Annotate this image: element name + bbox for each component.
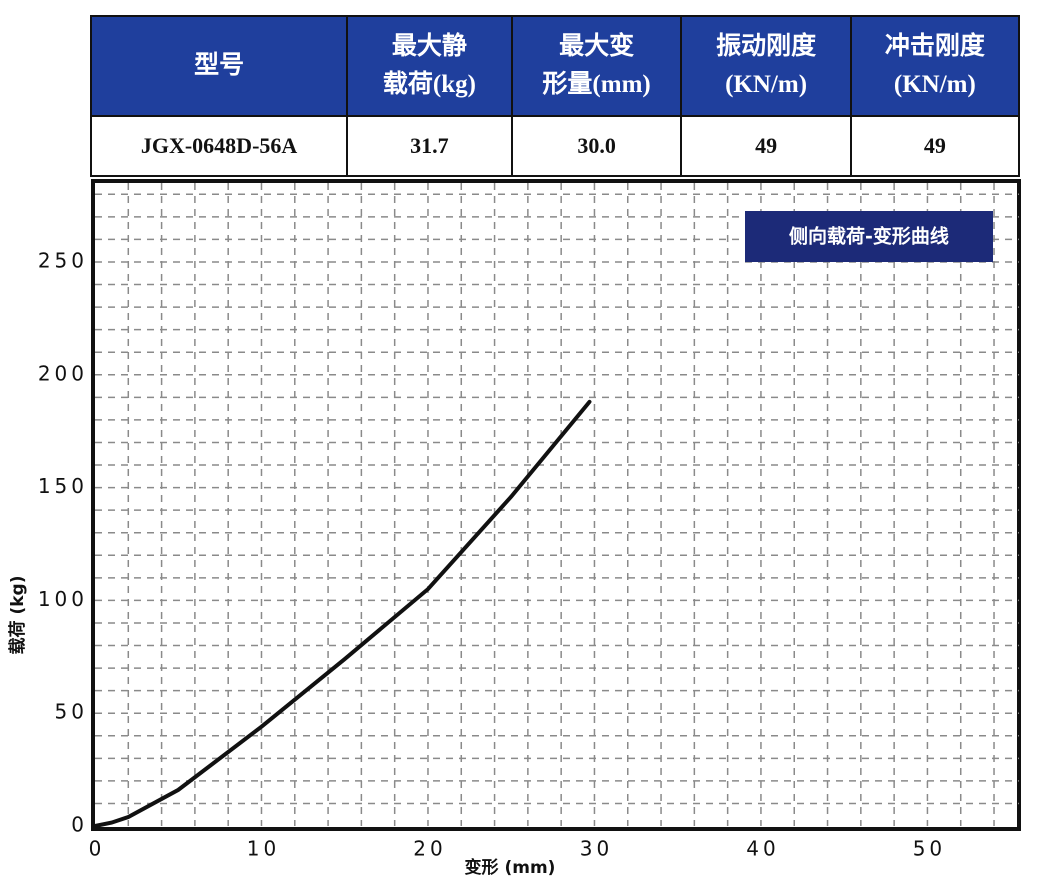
y-tick-label: 50 <box>55 700 88 724</box>
x-tick-label: 10 <box>247 837 280 861</box>
header-text: 形量(mm) <box>542 71 651 98</box>
header-cell: 型号 <box>89 15 349 117</box>
cell: JGX-0648D-56A <box>89 115 349 177</box>
header-text: (KN/m) <box>725 71 808 98</box>
cell: 49 <box>680 115 852 177</box>
spec-table: 型号 最大静 载荷(kg) 最大变 形量(mm) 振动刚度 (KN/m) 冲击刚度 (KN/m)… <box>89 15 1021 177</box>
data-row: JGX-0648D-56A 31.7 30.0 49 49 <box>89 115 1021 177</box>
y-tick-label: 200 <box>38 361 88 385</box>
plot-frame <box>91 179 1021 831</box>
header-text: 最大变 <box>559 33 635 60</box>
curve <box>93 399 592 828</box>
x-axis-title: 变形 (mm) <box>465 857 556 878</box>
x-tick-label: 40 <box>746 837 779 861</box>
x-tick-label: 0 <box>89 837 106 861</box>
x-tick-label: 30 <box>580 837 613 861</box>
y-axis-title: 载荷 (kg) <box>7 576 28 655</box>
header-text: 冲击刚度 <box>884 33 985 60</box>
x-tick-label: 50 <box>913 837 946 861</box>
cell: 30.0 <box>510 115 683 177</box>
header-text: 振动刚度 <box>716 33 817 60</box>
y-tick-label: 100 <box>38 587 88 611</box>
title-box <box>745 211 993 262</box>
header-row: 型号 最大静 载荷(kg) 最大变 形量(mm) 振动刚度 (KN/m) 冲击刚度 (KN/m) <box>89 15 1021 117</box>
header-cell: 最大静载荷(kg) <box>346 15 513 117</box>
header-text: 型号 <box>194 52 245 79</box>
header-cell: 振动刚度 (KN/m) <box>680 15 852 117</box>
header-text: 最大静 <box>391 33 467 60</box>
y-tick-label: 0 <box>71 813 88 837</box>
cell: 49 <box>849 115 1021 177</box>
header-text: 载荷(kg) <box>382 71 476 98</box>
header-text: (KN/m) <box>893 71 976 98</box>
header-cell: 冲击刚度 (KN/m) <box>849 15 1021 117</box>
chart-title: 侧向载荷-变形曲线 <box>789 225 949 248</box>
cell: 31.7 <box>346 115 513 177</box>
y-tick-label: 150 <box>38 474 88 498</box>
y-tick-label: 250 <box>38 248 88 272</box>
x-tick-label: 20 <box>413 837 446 861</box>
header-cell: 最大变形量(mm) <box>510 15 683 117</box>
